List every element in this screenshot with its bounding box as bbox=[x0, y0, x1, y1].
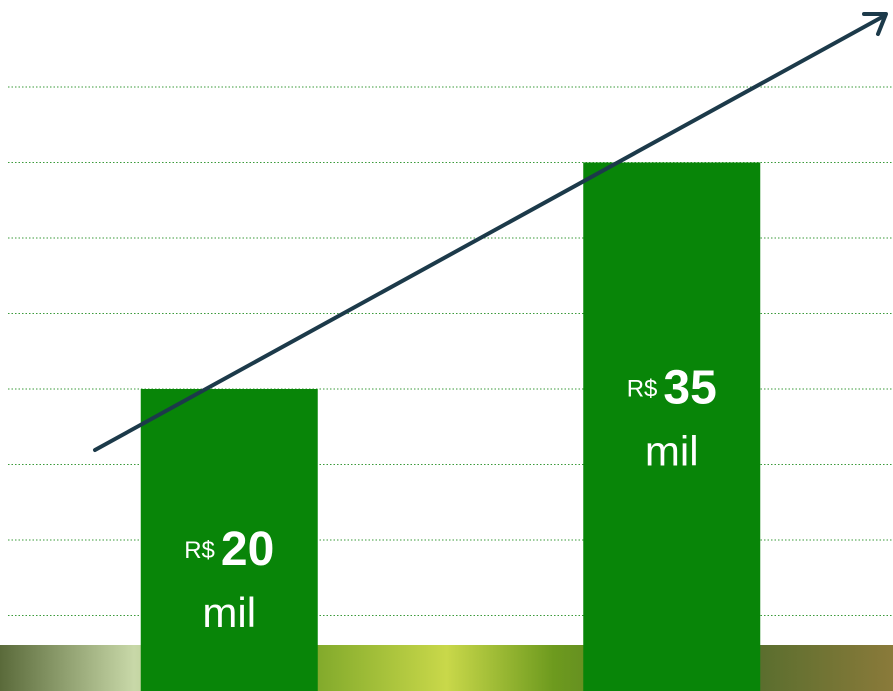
arrow-head bbox=[862, 12, 888, 36]
bar bbox=[140, 389, 318, 691]
value-suffix: mil bbox=[645, 428, 699, 475]
bar bbox=[583, 162, 761, 691]
value-prefix: R$ bbox=[184, 537, 215, 564]
arrow-line bbox=[93, 14, 886, 452]
value-label: R$ 35 bbox=[627, 361, 717, 414]
value-suffix: mil bbox=[202, 589, 256, 636]
value-number: 35 bbox=[663, 361, 716, 414]
value-number: 20 bbox=[221, 523, 274, 576]
trend-arrow bbox=[93, 12, 888, 452]
value-label: R$ 20 bbox=[184, 523, 274, 576]
value-prefix: R$ bbox=[627, 376, 658, 403]
